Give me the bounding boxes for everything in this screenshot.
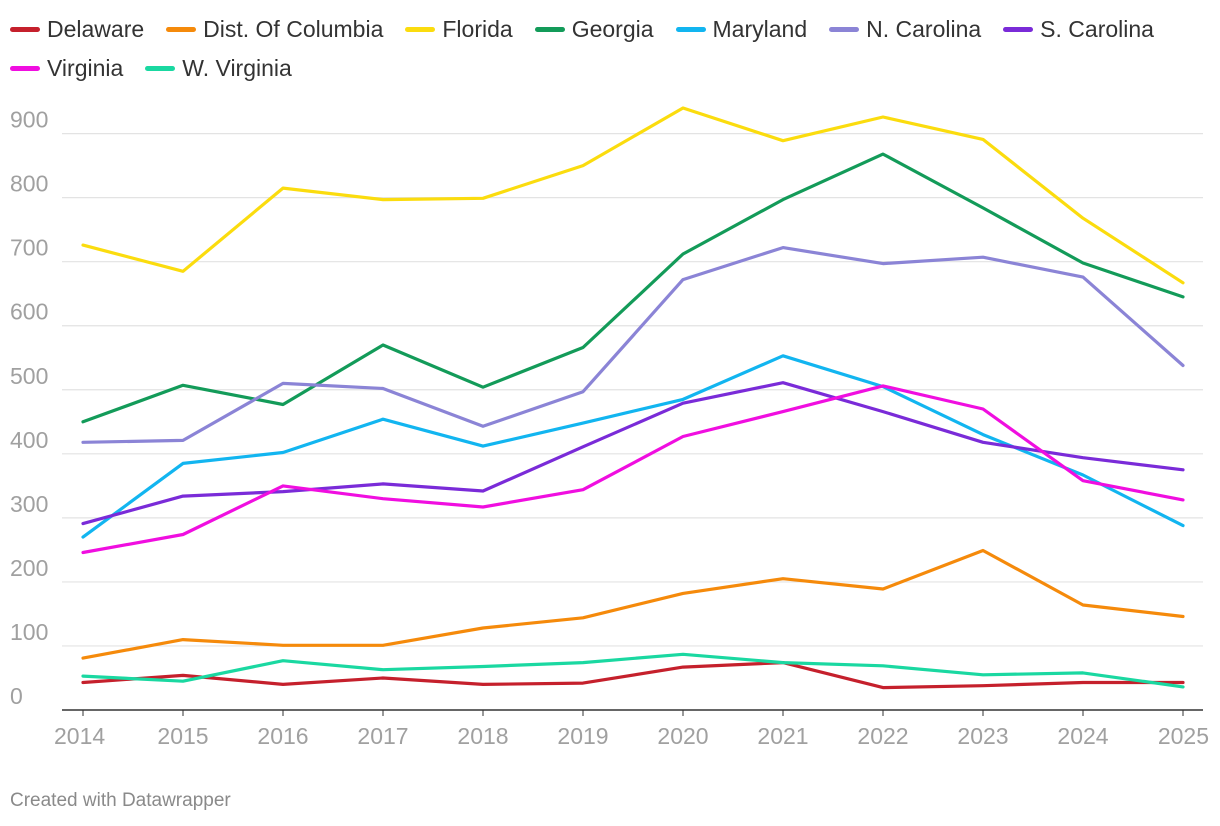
x-tick-label: 2022 (857, 723, 908, 749)
series-line-maryland (81, 354, 1185, 539)
legend-item: Dist. Of Columbia (166, 14, 383, 44)
series-line-dist-of-columbia (81, 548, 1185, 660)
series-line-florida (81, 106, 1185, 285)
legend-item: S. Carolina (1003, 14, 1154, 44)
footer-credit: Created with Datawrapper (10, 790, 231, 811)
legend-item: N. Carolina (829, 14, 981, 44)
y-axis-ticks: 0 100 200 300 400 500 600 700 800 900 (10, 107, 48, 709)
legend-swatch (1003, 26, 1034, 32)
y-tick-label: 200 (10, 555, 48, 581)
y-tick-label: 800 (10, 171, 48, 197)
legend: Delaware Dist. Of Columbia Florida Georgia M… (10, 14, 1210, 83)
x-tick-label: 2016 (257, 723, 308, 749)
x-tick-label: 2018 (457, 723, 508, 749)
legend-label: W. Virginia (182, 55, 292, 81)
y-tick-label: 700 (10, 235, 48, 261)
legend-label: Delaware (47, 16, 145, 42)
legend-item: W. Virginia (145, 53, 292, 83)
y-tick-label: 0 (10, 683, 23, 709)
x-tick-label: 2021 (757, 723, 808, 749)
legend-swatch (534, 26, 565, 32)
legend-item: Maryland (675, 14, 808, 44)
series-line-w-virginia (81, 652, 1185, 689)
x-tick-label: 2019 (557, 723, 608, 749)
gridlines (62, 133, 1203, 711)
x-tick-label: 2024 (1057, 723, 1108, 749)
x-tick-label: 2014 (54, 723, 105, 749)
y-tick-label: 500 (10, 363, 48, 389)
series-line-delaware (81, 660, 1185, 690)
legend-swatch (145, 65, 176, 71)
legend-swatch (166, 26, 197, 32)
x-axis-ticks: 2014 2015 2016 2017 2018 2019 2020 2021 2022 2023… (54, 710, 1209, 749)
legend-item: Virginia (10, 53, 123, 83)
legend-item: Florida (405, 14, 513, 44)
series-line-georgia (81, 152, 1185, 424)
legend-label: S. Carolina (1040, 16, 1154, 42)
legend-label: Dist. Of Columbia (203, 16, 384, 42)
series-line-n-carolina (81, 246, 1185, 444)
legend-item: Georgia (534, 14, 654, 44)
x-tick-label: 2023 (957, 723, 1008, 749)
legend-swatch (829, 26, 860, 32)
y-tick-label: 400 (10, 427, 48, 453)
legend-label: Virginia (47, 55, 124, 81)
legend-label: Maryland (712, 16, 808, 42)
legend-swatch (675, 26, 706, 32)
legend-swatch (10, 65, 40, 71)
x-tick-label: 2020 (657, 723, 708, 749)
series-lines (81, 106, 1185, 690)
x-tick-label: 2015 (157, 723, 208, 749)
legend-label: N. Carolina (866, 16, 982, 42)
legend-item: Delaware (10, 14, 144, 44)
y-tick-label: 600 (10, 299, 48, 325)
series-line-virginia (81, 384, 1185, 555)
legend-label: Georgia (571, 16, 654, 42)
legend-label: Florida (442, 16, 513, 42)
y-tick-label: 300 (10, 491, 48, 517)
legend-swatch (10, 26, 40, 32)
legend-swatch (405, 26, 436, 32)
y-tick-label: 100 (10, 619, 48, 645)
x-tick-label: 2017 (357, 723, 408, 749)
y-tick-label: 900 (10, 107, 48, 133)
x-tick-label: 2025 (1158, 723, 1209, 749)
